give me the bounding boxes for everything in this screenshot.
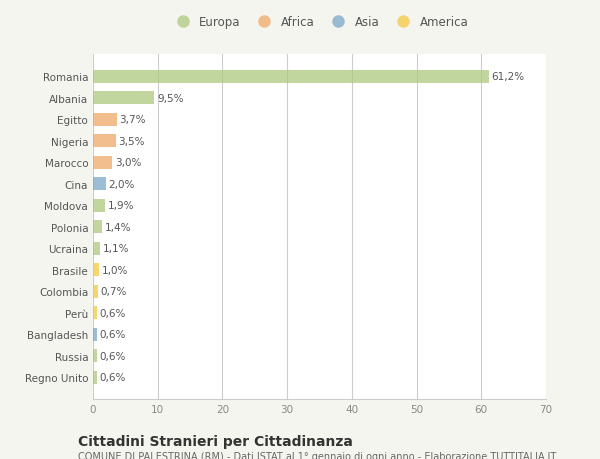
Text: 0,6%: 0,6% — [100, 330, 126, 339]
Text: 0,6%: 0,6% — [100, 308, 126, 318]
Bar — [93, 71, 489, 84]
Text: 61,2%: 61,2% — [491, 72, 525, 82]
Bar — [93, 92, 154, 105]
Text: 3,5%: 3,5% — [118, 136, 145, 146]
Bar — [93, 221, 102, 234]
Bar — [93, 349, 97, 362]
Text: Cittadini Stranieri per Cittadinanza: Cittadini Stranieri per Cittadinanza — [78, 434, 353, 448]
Text: 1,0%: 1,0% — [102, 265, 128, 275]
Text: 0,7%: 0,7% — [100, 286, 127, 297]
Bar — [93, 157, 112, 169]
Bar — [93, 242, 100, 255]
Bar — [93, 178, 106, 191]
Bar — [93, 285, 98, 298]
Text: 0,6%: 0,6% — [100, 351, 126, 361]
Bar — [93, 113, 117, 127]
Text: 9,5%: 9,5% — [157, 94, 184, 104]
Text: 3,0%: 3,0% — [115, 158, 142, 168]
Text: 0,6%: 0,6% — [100, 372, 126, 382]
Text: 1,9%: 1,9% — [108, 201, 134, 211]
Bar — [93, 135, 116, 148]
Bar — [93, 199, 105, 212]
Text: 1,4%: 1,4% — [104, 222, 131, 232]
Legend: Europa, Africa, Asia, America: Europa, Africa, Asia, America — [171, 16, 468, 29]
Text: 1,1%: 1,1% — [103, 244, 129, 254]
Text: 3,7%: 3,7% — [119, 115, 146, 125]
Text: 2,0%: 2,0% — [109, 179, 135, 189]
Bar — [93, 328, 97, 341]
Bar — [93, 307, 97, 319]
Bar — [93, 371, 97, 384]
Bar — [93, 263, 100, 276]
Text: COMUNE DI PALESTRINA (RM) - Dati ISTAT al 1° gennaio di ogni anno - Elaborazione: COMUNE DI PALESTRINA (RM) - Dati ISTAT a… — [78, 451, 556, 459]
